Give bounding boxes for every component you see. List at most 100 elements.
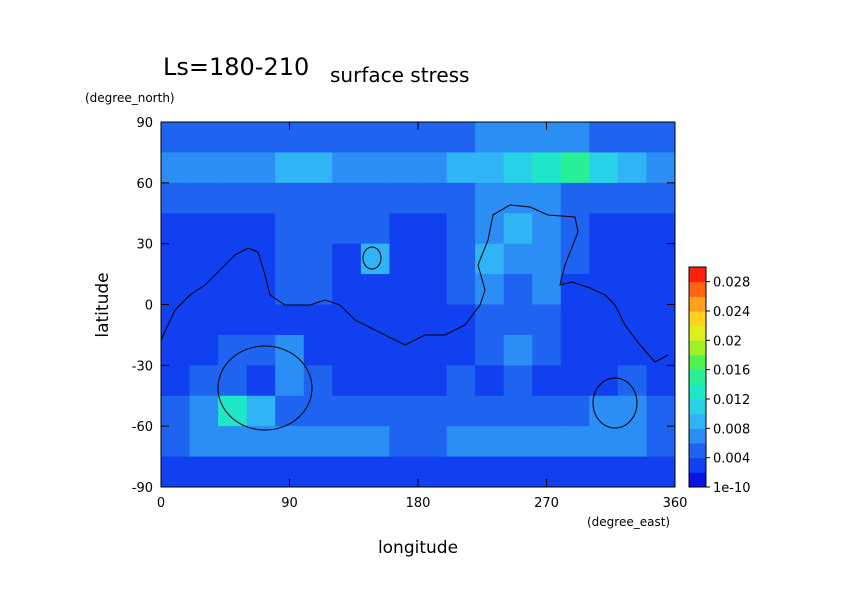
y-unit: (degree_north) [85, 91, 175, 105]
heatmap-cell [189, 334, 219, 366]
heatmap-cell [446, 426, 476, 458]
heatmap-cell [360, 456, 390, 487]
heatmap-cell [418, 426, 448, 458]
heatmap-cell [475, 122, 505, 153]
heatmap-cell [389, 456, 419, 487]
heatmap-cell [617, 274, 647, 305]
heatmap-cell [275, 334, 305, 366]
heatmap-cell [617, 456, 647, 487]
heatmap-cell [475, 213, 505, 245]
heatmap-cell [246, 304, 276, 336]
heatmap-cell [161, 365, 191, 397]
heatmap-cell [303, 274, 333, 305]
heatmap-cell [418, 304, 448, 336]
contour-line [362, 246, 382, 270]
heatmap-cell [560, 243, 590, 275]
colorbar-bin [689, 296, 706, 312]
heatmap-cell [418, 182, 448, 214]
heatmap-cell [560, 274, 590, 305]
heatmap-cell [332, 274, 362, 305]
chart-title: Ls=180-210 [163, 53, 309, 81]
heatmap-cell [560, 122, 590, 153]
heatmap-cell [161, 456, 191, 487]
colorbar-bin [689, 457, 706, 473]
heatmap-cell [360, 334, 390, 366]
colorbar-tick-label: 0.004 [713, 452, 750, 467]
heatmap-cell [475, 152, 505, 184]
heatmap-cell [275, 395, 305, 427]
heatmap-cell [418, 274, 448, 305]
colorbar-tick-label: 0.028 [713, 276, 750, 291]
heatmap-cell [503, 213, 533, 245]
heatmap-cell [589, 152, 619, 184]
heatmap-cell [475, 182, 505, 214]
heatmap-cell [418, 213, 448, 245]
heatmap-cell [275, 426, 305, 458]
heatmap-cell [503, 274, 533, 305]
colorbar-tick-label: 0.024 [713, 305, 750, 320]
heatmap-cell [646, 213, 675, 245]
heatmap-cell [218, 243, 248, 275]
heatmap-cell [532, 334, 562, 366]
colorbar-bin [689, 472, 706, 488]
heatmap-cell [475, 456, 505, 487]
heatmap-cell [475, 365, 505, 397]
heatmap-cell [503, 334, 533, 366]
heatmap-cell [218, 395, 248, 427]
heatmap-cell [246, 334, 276, 366]
heatmap-cell [360, 182, 390, 214]
heatmap-cell [332, 213, 362, 245]
heatmap-cell [189, 152, 219, 184]
heatmap-cell [360, 304, 390, 336]
heatmap-cell [646, 395, 675, 427]
heatmap-cell [617, 365, 647, 397]
contour-line [161, 204, 669, 363]
heatmap-cell [389, 365, 419, 397]
heatmap-cell [389, 395, 419, 427]
heatmap-cell [532, 395, 562, 427]
heatmap-cell [589, 182, 619, 214]
heatmap-cell [189, 304, 219, 336]
heatmap-cell [189, 213, 219, 245]
heatmap-cell [161, 122, 191, 153]
heatmap-cell [189, 456, 219, 487]
heatmap-cell [475, 395, 505, 427]
heatmap-cell [275, 365, 305, 397]
heatmap-cell [503, 243, 533, 275]
colorbar-bin [689, 369, 706, 385]
heatmap-cell [218, 274, 248, 305]
heatmap-cell [589, 456, 619, 487]
heatmap-cell [189, 365, 219, 397]
heatmap-cell [360, 365, 390, 397]
x-tick-label: 270 [534, 496, 559, 511]
heatmap-cell [161, 182, 191, 214]
heatmap-cell [161, 426, 191, 458]
x-tick-label: 180 [406, 496, 431, 511]
heatmap-cell [503, 365, 533, 397]
heatmap-cell [589, 334, 619, 366]
heatmap-cell [303, 152, 333, 184]
heatmap-cell [332, 365, 362, 397]
heatmap-cell [161, 152, 191, 184]
y-tick-label: 0 [145, 299, 153, 314]
heatmap-cell [532, 243, 562, 275]
heatmap-cell [532, 182, 562, 214]
y-tick-label: 30 [136, 238, 153, 253]
heatmap-cell [418, 456, 448, 487]
heatmap-cell [475, 426, 505, 458]
colorbar-bin [689, 267, 706, 283]
heatmap-cell [161, 395, 191, 427]
heatmap-cell [389, 304, 419, 336]
heatmap-cell [360, 274, 390, 305]
heatmap-cell [446, 365, 476, 397]
colorbar-bin [689, 413, 706, 429]
heatmap-cell [446, 182, 476, 214]
heatmap-cell [360, 395, 390, 427]
heatmap-cell [646, 243, 675, 275]
heatmap-cell [246, 122, 276, 153]
heatmap-cell [418, 395, 448, 427]
heatmap-cell [246, 395, 276, 427]
heatmap-cell [446, 274, 476, 305]
heatmap-cell [303, 395, 333, 427]
heatmap-cell [303, 182, 333, 214]
